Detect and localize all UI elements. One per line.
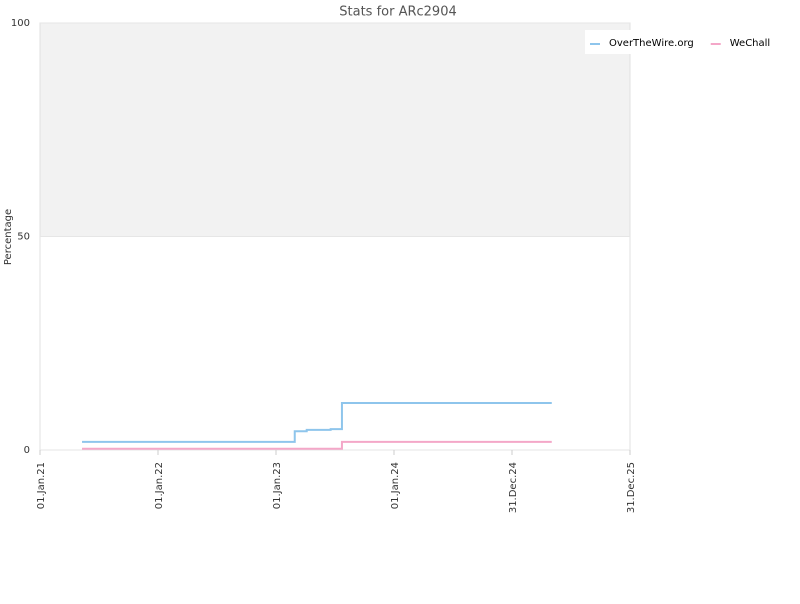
y-tick-label: 50 [17, 232, 30, 243]
y-tick-label: 100 [11, 18, 30, 29]
legend-box [585, 30, 785, 54]
x-tick-label: 01.Jan.24 [390, 462, 401, 509]
y-axis-label: Percentage [3, 209, 14, 265]
legend-label: WeChall [730, 38, 770, 49]
series-line [82, 402, 552, 443]
x-tick-label: 01.Jan.23 [272, 462, 283, 509]
x-tick-label: 31.Dec.24 [508, 462, 519, 513]
plot-band [40, 23, 630, 237]
series-line [82, 440, 552, 450]
chart-title: Stats for ARc2904 [339, 5, 456, 20]
legend-label: OverTheWire.org [609, 38, 694, 49]
x-tick-label: 01.Jan.21 [36, 462, 47, 509]
x-tick-label: 31.Dec.25 [626, 462, 637, 513]
legend: OverTheWire.org WeChall [585, 30, 785, 54]
y-tick-label: 0 [24, 445, 30, 456]
x-tick-label: 01.Jan.22 [154, 462, 165, 509]
